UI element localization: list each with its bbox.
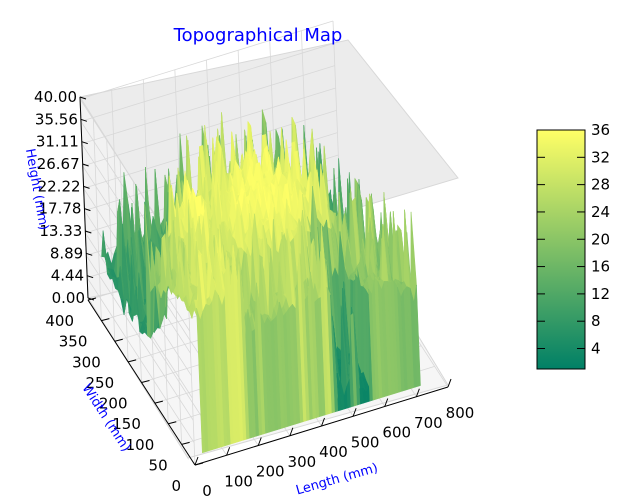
x-tick-label: 400 bbox=[319, 443, 348, 461]
colorbar-tick-label: 24 bbox=[591, 203, 610, 221]
colorbar-tick-label: 12 bbox=[591, 285, 610, 303]
colorbar-tick-label: 32 bbox=[591, 148, 610, 166]
z-axis-line bbox=[79, 96, 89, 299]
y-tick-label: 50 bbox=[149, 456, 168, 474]
y-tick-label: 200 bbox=[99, 395, 128, 413]
z-tick-mark bbox=[83, 185, 90, 189]
z-tick-mark bbox=[86, 275, 94, 279]
colorbar: 4 8 12 16 20 24 28 32 36 bbox=[536, 121, 610, 370]
z-tick-label: 31.11 bbox=[36, 133, 79, 151]
z-tick-mark bbox=[85, 230, 92, 234]
x-tick-label: 500 bbox=[351, 433, 380, 451]
z-tick-label: 0.00 bbox=[52, 289, 85, 307]
x-tick-label: 200 bbox=[256, 463, 285, 481]
y-tick-label: 350 bbox=[59, 333, 88, 351]
z-tick-mark bbox=[86, 252, 93, 256]
z-tick-label: 17.78 bbox=[38, 200, 81, 218]
x-tick-mark bbox=[447, 378, 452, 388]
y-tick-mark bbox=[101, 318, 110, 322]
x-tick-mark bbox=[415, 388, 420, 397]
z-tick-label: 40.00 bbox=[34, 88, 77, 106]
y-tick-mark bbox=[141, 380, 150, 383]
colorbar-ticks: 4 8 12 16 20 24 28 32 36 bbox=[537, 121, 610, 358]
surface-patch bbox=[410, 211, 417, 303]
x-tick-label: 300 bbox=[288, 453, 317, 471]
colorbar-tick-label: 20 bbox=[591, 230, 610, 248]
y-tick-label: 300 bbox=[72, 353, 101, 371]
y-tick-label: 150 bbox=[112, 415, 141, 433]
surface-plot bbox=[101, 109, 421, 454]
y-tick-mark bbox=[87, 297, 97, 301]
z-tick-label: 35.56 bbox=[35, 110, 78, 128]
x-tick-label: 100 bbox=[224, 472, 253, 490]
x-tick-mark bbox=[194, 456, 199, 466]
x-tick-mark bbox=[384, 398, 389, 407]
y-tick-mark bbox=[168, 421, 177, 425]
x-tick-mark bbox=[226, 447, 231, 456]
colorbar-tick-label: 16 bbox=[591, 258, 610, 276]
z-tick-mark bbox=[80, 118, 88, 122]
z-tick-label: 26.67 bbox=[37, 155, 80, 173]
axis-ticks: 0.00 4.44 8.89 13.33 17.78 22.22 26.67 31.11 35.… bbox=[34, 88, 474, 500]
y-tick-label: 250 bbox=[85, 374, 114, 392]
y-tick-label: 100 bbox=[126, 436, 155, 454]
y-tick-mark bbox=[154, 400, 163, 404]
x-tick-label: 0 bbox=[202, 482, 212, 500]
y-tick-mark bbox=[181, 441, 190, 445]
z-tick-label: 22.22 bbox=[38, 177, 81, 195]
surface-wall bbox=[413, 284, 421, 387]
x-tick-mark bbox=[289, 427, 294, 436]
z-tick-label: 8.89 bbox=[50, 244, 83, 262]
chart-title: Topographical Map bbox=[173, 25, 343, 46]
colorbar-tick-label: 36 bbox=[591, 121, 610, 139]
x-tick-mark bbox=[352, 408, 357, 417]
y-tick-mark bbox=[128, 359, 137, 363]
x-tick-label: 700 bbox=[414, 414, 443, 432]
z-tick-label: 13.33 bbox=[39, 222, 82, 240]
colorbar-tick-label: 28 bbox=[591, 176, 610, 194]
y-tick-label: 0 bbox=[171, 477, 181, 495]
x-tick-mark bbox=[257, 437, 262, 446]
colorbar-gradient bbox=[536, 129, 586, 370]
y-tick-mark bbox=[194, 462, 204, 466]
z-tick-mark bbox=[79, 96, 87, 100]
z-tick-mark bbox=[84, 208, 91, 212]
x-tick-mark bbox=[321, 417, 325, 427]
colorbar-tick-label: 4 bbox=[591, 340, 601, 358]
z-tick-mark bbox=[81, 141, 88, 145]
colorbar-tick-label: 8 bbox=[591, 312, 601, 330]
x-tick-label: 800 bbox=[446, 404, 475, 422]
y-tick-label: 400 bbox=[45, 312, 74, 330]
z-tick-label: 4.44 bbox=[51, 267, 84, 285]
x-tick-label: 600 bbox=[382, 424, 411, 442]
z-tick-mark bbox=[82, 163, 89, 167]
y-tick-mark bbox=[114, 338, 123, 342]
